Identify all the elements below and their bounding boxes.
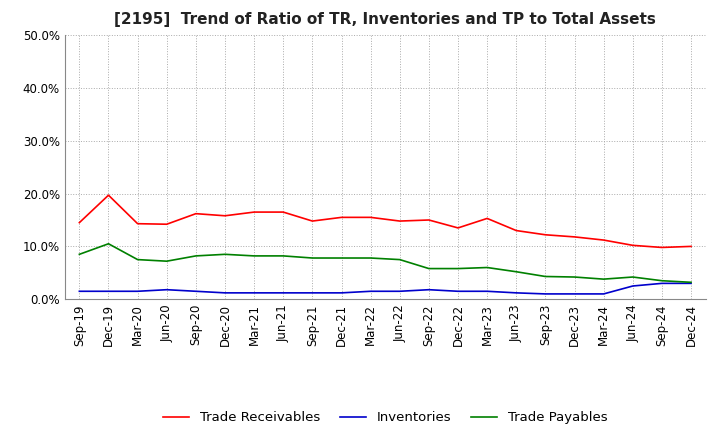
Trade Payables [308, 255, 317, 260]
Title: [2195]  Trend of Ratio of TR, Inventories and TP to Total Assets: [2195] Trend of Ratio of TR, Inventories… [114, 12, 656, 27]
Inventories [366, 289, 375, 294]
Trade Payables [250, 253, 258, 259]
Inventories [629, 283, 637, 289]
Trade Receivables [483, 216, 492, 221]
Inventories [512, 290, 521, 296]
Inventories [570, 291, 579, 297]
Trade Payables [570, 275, 579, 280]
Trade Receivables [599, 238, 608, 243]
Trade Payables [512, 269, 521, 275]
Trade Receivables [75, 220, 84, 225]
Inventories [220, 290, 229, 296]
Inventories [541, 291, 550, 297]
Trade Receivables [220, 213, 229, 218]
Trade Receivables [657, 245, 666, 250]
Trade Payables [599, 276, 608, 282]
Inventories [308, 290, 317, 296]
Inventories [395, 289, 404, 294]
Inventories [657, 281, 666, 286]
Trade Receivables [454, 225, 462, 231]
Inventories [279, 290, 287, 296]
Inventories [454, 289, 462, 294]
Trade Receivables [133, 221, 142, 226]
Trade Payables [541, 274, 550, 279]
Trade Receivables [308, 218, 317, 224]
Inventories [250, 290, 258, 296]
Trade Payables [483, 265, 492, 270]
Line: Trade Payables: Trade Payables [79, 244, 691, 282]
Trade Receivables [192, 211, 200, 216]
Inventories [483, 289, 492, 294]
Inventories [337, 290, 346, 296]
Trade Receivables [250, 209, 258, 215]
Inventories [75, 289, 84, 294]
Trade Receivables [279, 209, 287, 215]
Trade Payables [657, 278, 666, 283]
Inventories [599, 291, 608, 297]
Trade Payables [104, 241, 113, 246]
Trade Receivables [163, 222, 171, 227]
Inventories [163, 287, 171, 292]
Inventories [133, 289, 142, 294]
Trade Receivables [104, 193, 113, 198]
Legend: Trade Receivables, Inventories, Trade Payables: Trade Receivables, Inventories, Trade Pa… [158, 406, 613, 430]
Trade Payables [366, 255, 375, 260]
Trade Payables [133, 257, 142, 262]
Trade Receivables [512, 228, 521, 233]
Trade Payables [220, 252, 229, 257]
Trade Receivables [366, 215, 375, 220]
Trade Payables [425, 266, 433, 271]
Trade Payables [629, 275, 637, 280]
Line: Trade Receivables: Trade Receivables [79, 195, 691, 247]
Trade Payables [687, 280, 696, 285]
Trade Receivables [687, 244, 696, 249]
Trade Receivables [337, 215, 346, 220]
Trade Receivables [395, 218, 404, 224]
Trade Receivables [541, 232, 550, 238]
Trade Payables [192, 253, 200, 259]
Trade Payables [337, 255, 346, 260]
Trade Receivables [570, 234, 579, 239]
Trade Receivables [629, 243, 637, 248]
Trade Payables [163, 259, 171, 264]
Trade Payables [395, 257, 404, 262]
Inventories [687, 281, 696, 286]
Trade Payables [279, 253, 287, 259]
Trade Payables [75, 252, 84, 257]
Line: Inventories: Inventories [79, 283, 691, 294]
Trade Receivables [425, 217, 433, 223]
Inventories [425, 287, 433, 292]
Inventories [104, 289, 113, 294]
Trade Payables [454, 266, 462, 271]
Inventories [192, 289, 200, 294]
